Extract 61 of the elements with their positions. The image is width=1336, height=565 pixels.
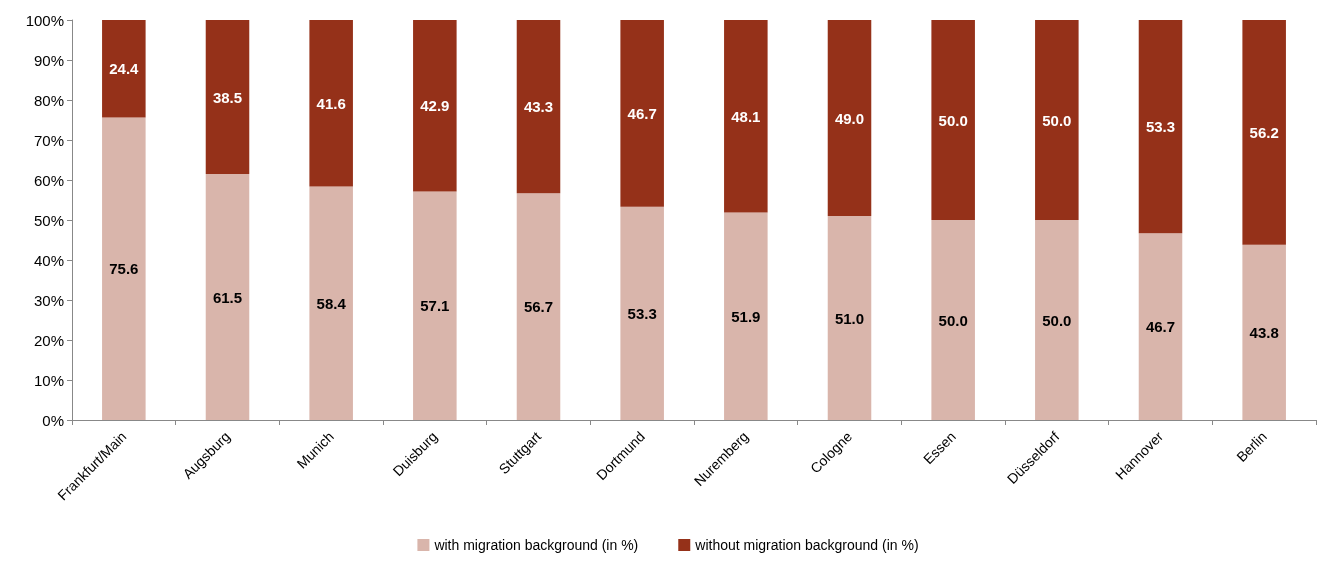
bar — [931, 220, 975, 420]
bar — [309, 20, 353, 187]
bar — [1242, 244, 1286, 420]
legend-label: with migration background (in %) — [433, 537, 639, 553]
data-label: 53.3 — [1145, 118, 1176, 136]
bar — [102, 20, 146, 118]
data-label: 50.0 — [1042, 111, 1072, 129]
bar — [205, 20, 250, 174]
bar — [309, 186, 353, 420]
data-label: 57.1 — [420, 297, 450, 315]
data-label: 24.4 — [109, 60, 140, 78]
bar — [516, 193, 561, 420]
data-label: 43.8 — [1249, 323, 1279, 341]
data-label: 51.0 — [834, 309, 865, 327]
bar — [620, 206, 664, 420]
data-label: 56.7 — [523, 298, 554, 316]
y-tick-label: 40% — [33, 251, 64, 269]
y-tick-label: 0% — [42, 411, 64, 429]
bar — [931, 20, 975, 220]
data-label: 49.0 — [834, 109, 865, 127]
data-label: 50.0 — [1042, 311, 1072, 329]
bar — [724, 212, 768, 420]
data-label: 46.7 — [1145, 318, 1176, 336]
y-tick-label: 10% — [33, 371, 64, 389]
data-label: 51.9 — [731, 307, 761, 325]
data-label: 42.9 — [420, 97, 450, 115]
bar — [827, 20, 872, 216]
bar — [413, 20, 457, 192]
bar — [1035, 20, 1079, 220]
bar — [1138, 20, 1183, 234]
data-label: 48.1 — [731, 107, 761, 125]
data-label: 43.3 — [523, 98, 554, 116]
bar — [516, 20, 561, 194]
y-tick-label: 80% — [33, 91, 64, 109]
y-tick-label: 100% — [25, 11, 64, 29]
bar — [1242, 20, 1286, 245]
y-tick-label: 70% — [33, 131, 64, 149]
bar — [413, 191, 457, 420]
data-label: 50.0 — [938, 311, 968, 329]
bar — [205, 174, 250, 420]
data-label: 75.6 — [109, 260, 139, 278]
data-label: 41.6 — [316, 94, 346, 112]
data-label: 56.2 — [1249, 123, 1279, 141]
bar — [827, 216, 872, 420]
y-tick-label: 90% — [33, 51, 64, 69]
bar — [724, 20, 768, 213]
data-label: 58.4 — [316, 294, 347, 312]
data-label: 50.0 — [938, 111, 968, 129]
bar — [102, 117, 146, 420]
bar — [1035, 220, 1079, 420]
y-tick-label: 20% — [33, 331, 64, 349]
data-label: 61.5 — [212, 288, 243, 306]
data-label: 46.7 — [627, 104, 657, 122]
data-label: 38.5 — [212, 88, 243, 106]
y-tick-label: 50% — [33, 211, 64, 229]
bar — [1138, 233, 1183, 420]
y-tick-label: 60% — [33, 171, 64, 189]
y-tick-label: 30% — [33, 291, 64, 309]
legend-label: without migration background (in %) — [694, 537, 919, 553]
bar — [620, 20, 664, 207]
data-label: 53.3 — [627, 304, 657, 322]
